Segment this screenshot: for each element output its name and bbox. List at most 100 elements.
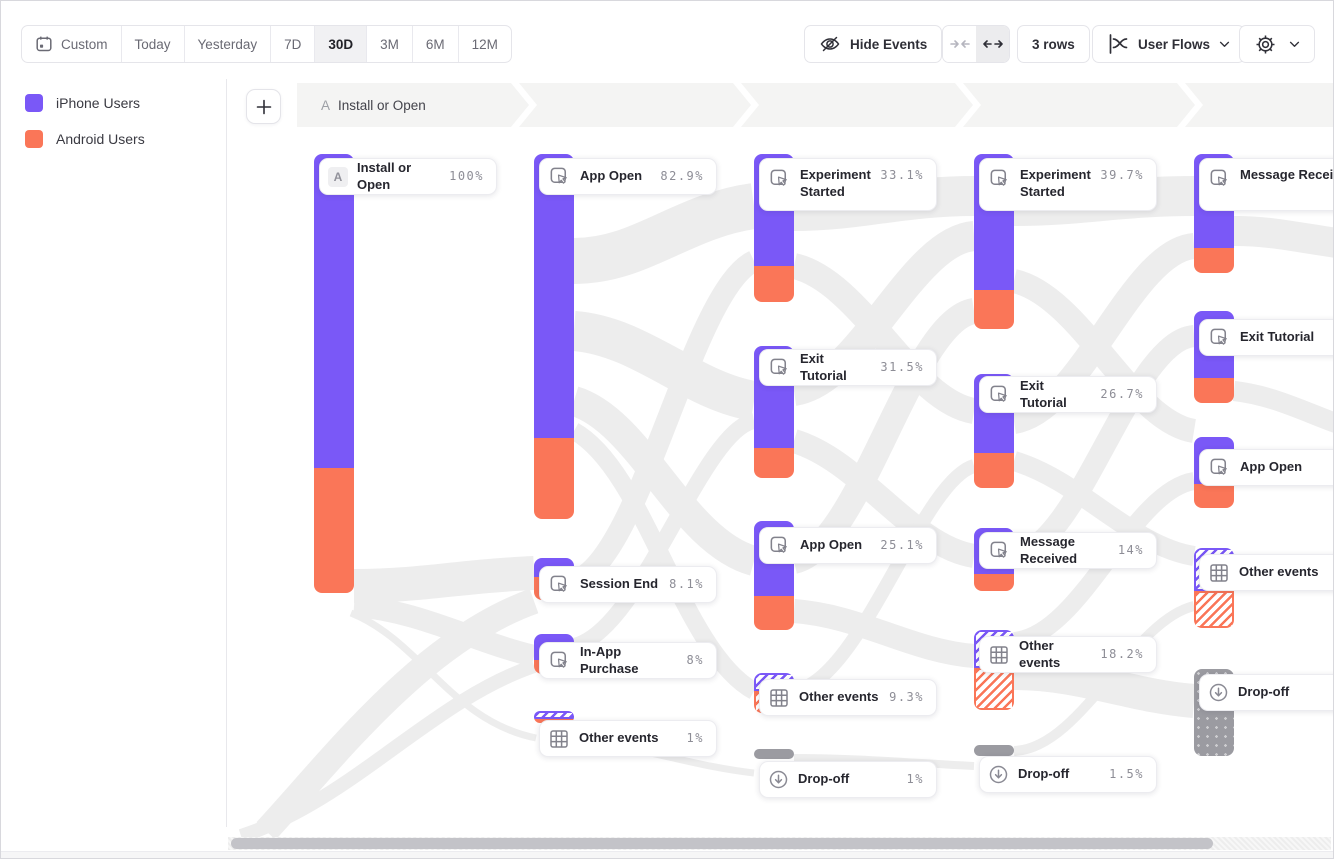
date-range-3m[interactable]: 3M bbox=[367, 26, 413, 62]
flow-node-percent: 82.9% bbox=[660, 169, 704, 183]
flow-node-card[interactable]: Exit Tutorial 26.7% bbox=[979, 376, 1157, 413]
eye-off-icon bbox=[820, 36, 840, 52]
step-letter: A bbox=[321, 97, 331, 113]
click-event-icon bbox=[1210, 328, 1227, 345]
click-event-icon bbox=[990, 385, 1007, 402]
flow-node-percent: 31.5% bbox=[880, 360, 924, 374]
click-event-icon bbox=[770, 358, 787, 375]
click-event-icon bbox=[770, 169, 787, 186]
flow-node-card[interactable]: Drop-off 1.5% bbox=[979, 756, 1157, 793]
flow-node-label: Experiment Started bbox=[1020, 167, 1091, 199]
chevron-down-icon bbox=[1289, 41, 1300, 47]
flow-node-label: App Open bbox=[1240, 459, 1303, 475]
flow-bar-segment bbox=[974, 668, 1014, 710]
expand-button[interactable] bbox=[976, 26, 1009, 62]
flow-bar-segment bbox=[754, 749, 794, 759]
flow-node-card[interactable]: Exit Tutorial 31.5% bbox=[759, 349, 937, 386]
flow-bar-segment bbox=[1194, 484, 1234, 508]
date-range-30d[interactable]: 30D bbox=[315, 26, 368, 62]
flow-bar-segment bbox=[754, 266, 794, 302]
flow-node-label: Exit Tutorial bbox=[1240, 329, 1315, 345]
legend-label: Android Users bbox=[56, 131, 145, 147]
settings-button[interactable] bbox=[1239, 25, 1315, 63]
flow-node-bar[interactable] bbox=[534, 154, 574, 519]
flow-bar-segment bbox=[974, 745, 1014, 756]
add-step-button[interactable] bbox=[246, 89, 281, 124]
click-event-icon bbox=[550, 575, 567, 592]
flow-node-card[interactable]: In-App Purchase 8% bbox=[539, 642, 717, 679]
step-segment-1[interactable] bbox=[297, 83, 529, 127]
flow-node-card[interactable]: A Install or Open 100% bbox=[319, 158, 497, 195]
flow-node-label: Drop-off bbox=[1238, 684, 1290, 700]
rows-label: 3 rows bbox=[1032, 36, 1075, 52]
plus-icon bbox=[256, 99, 271, 114]
dropoff-icon bbox=[989, 765, 1008, 784]
flow-node-card[interactable]: Other events 18.2% bbox=[979, 636, 1157, 673]
date-range-6m[interactable]: 6M bbox=[413, 26, 459, 62]
flow-node-bar[interactable] bbox=[974, 745, 1014, 756]
flow-node-label: Exit Tutorial bbox=[1020, 377, 1067, 410]
flow-node-label: Experiment Started bbox=[800, 167, 871, 199]
flow-node-card[interactable]: Experiment Started 33.1% bbox=[759, 158, 937, 211]
flow-node-card[interactable]: Other events 9.3% bbox=[759, 679, 937, 716]
date-range-12m[interactable]: 12M bbox=[459, 26, 511, 62]
flow-node-card[interactable]: Experiment Started 39.7% bbox=[979, 158, 1157, 211]
flow-node-bar[interactable] bbox=[314, 154, 354, 593]
step-segment-5[interactable] bbox=[1185, 83, 1333, 127]
flow-node-card[interactable]: App Open 25.1% bbox=[759, 527, 937, 564]
other-events-icon bbox=[990, 645, 1008, 664]
hide-events-button[interactable]: Hide Events bbox=[804, 25, 943, 63]
horizontal-scrollbar-thumb[interactable] bbox=[231, 838, 1213, 849]
flow-node-card[interactable]: Message Received 14% bbox=[979, 532, 1157, 569]
click-event-icon bbox=[770, 536, 787, 553]
toolbar: Custom Today Yesterday 7D 30D 3M 6M 12M Hide Ev… bbox=[1, 1, 1333, 71]
hide-events-label: Hide Events bbox=[850, 36, 928, 52]
flow-node-card[interactable]: Message Received bbox=[1199, 158, 1333, 211]
flow-node-card[interactable]: App Open 82.9% bbox=[539, 158, 717, 195]
chevron-down-icon bbox=[1219, 41, 1230, 47]
flow-node-percent: 25.1% bbox=[880, 538, 924, 552]
flow-bar-segment bbox=[314, 154, 354, 468]
flow-node-percent: 33.1% bbox=[880, 168, 924, 182]
other-events-icon bbox=[1210, 563, 1228, 582]
series-legend: iPhone Users Android Users bbox=[25, 94, 145, 166]
collapse-button[interactable] bbox=[943, 26, 976, 62]
gear-icon bbox=[1256, 34, 1275, 54]
flow-node-card[interactable]: Session End 8.1% bbox=[539, 566, 717, 603]
flow-node-card[interactable]: App Open bbox=[1199, 449, 1333, 486]
step-segment-4[interactable] bbox=[963, 83, 1195, 127]
date-range-today[interactable]: Today bbox=[122, 26, 185, 62]
click-event-icon bbox=[990, 169, 1007, 186]
flow-bar-segment bbox=[974, 453, 1014, 488]
flow-node-card[interactable]: Drop-off bbox=[1199, 674, 1333, 711]
date-range-yesterday[interactable]: Yesterday bbox=[185, 26, 272, 62]
flow-node-label: Drop-off bbox=[798, 771, 850, 787]
step-segment-3[interactable] bbox=[741, 83, 973, 127]
flow-node-percent: 1.5% bbox=[1109, 767, 1144, 781]
flow-bar-segment bbox=[534, 711, 574, 719]
click-event-icon bbox=[1210, 169, 1227, 186]
flow-node-card[interactable]: Exit Tutorial bbox=[1199, 319, 1333, 356]
step-letter-badge: A bbox=[328, 166, 348, 187]
flow-node-card[interactable]: Other events bbox=[1199, 554, 1333, 591]
date-range-label: 6M bbox=[425, 36, 445, 52]
legend-item[interactable]: Android Users bbox=[25, 130, 145, 148]
flow-node-percent: 100% bbox=[449, 169, 484, 183]
click-event-icon bbox=[550, 651, 567, 668]
flow-node-card[interactable]: Other events 1% bbox=[539, 720, 717, 757]
step-segment-2[interactable] bbox=[519, 83, 751, 127]
rows-button[interactable]: 3 rows bbox=[1017, 25, 1090, 63]
horizontal-scrollbar-track[interactable] bbox=[228, 837, 1331, 850]
flow-node-card[interactable]: Drop-off 1% bbox=[759, 761, 937, 798]
flow-bar-segment bbox=[974, 574, 1014, 591]
flow-node-label: Other events bbox=[579, 730, 659, 746]
flow-node-label: Message Received bbox=[1020, 533, 1078, 566]
date-range-custom[interactable]: Custom bbox=[22, 26, 122, 62]
flow-node-percent: 8.1% bbox=[669, 577, 704, 591]
view-selector-button[interactable]: User Flows bbox=[1092, 25, 1246, 63]
legend-item[interactable]: iPhone Users bbox=[25, 94, 145, 112]
step-breadcrumb-band: A Install or Open bbox=[297, 83, 1333, 127]
flow-node-bar[interactable] bbox=[754, 749, 794, 759]
date-range-7d[interactable]: 7D bbox=[271, 26, 316, 62]
